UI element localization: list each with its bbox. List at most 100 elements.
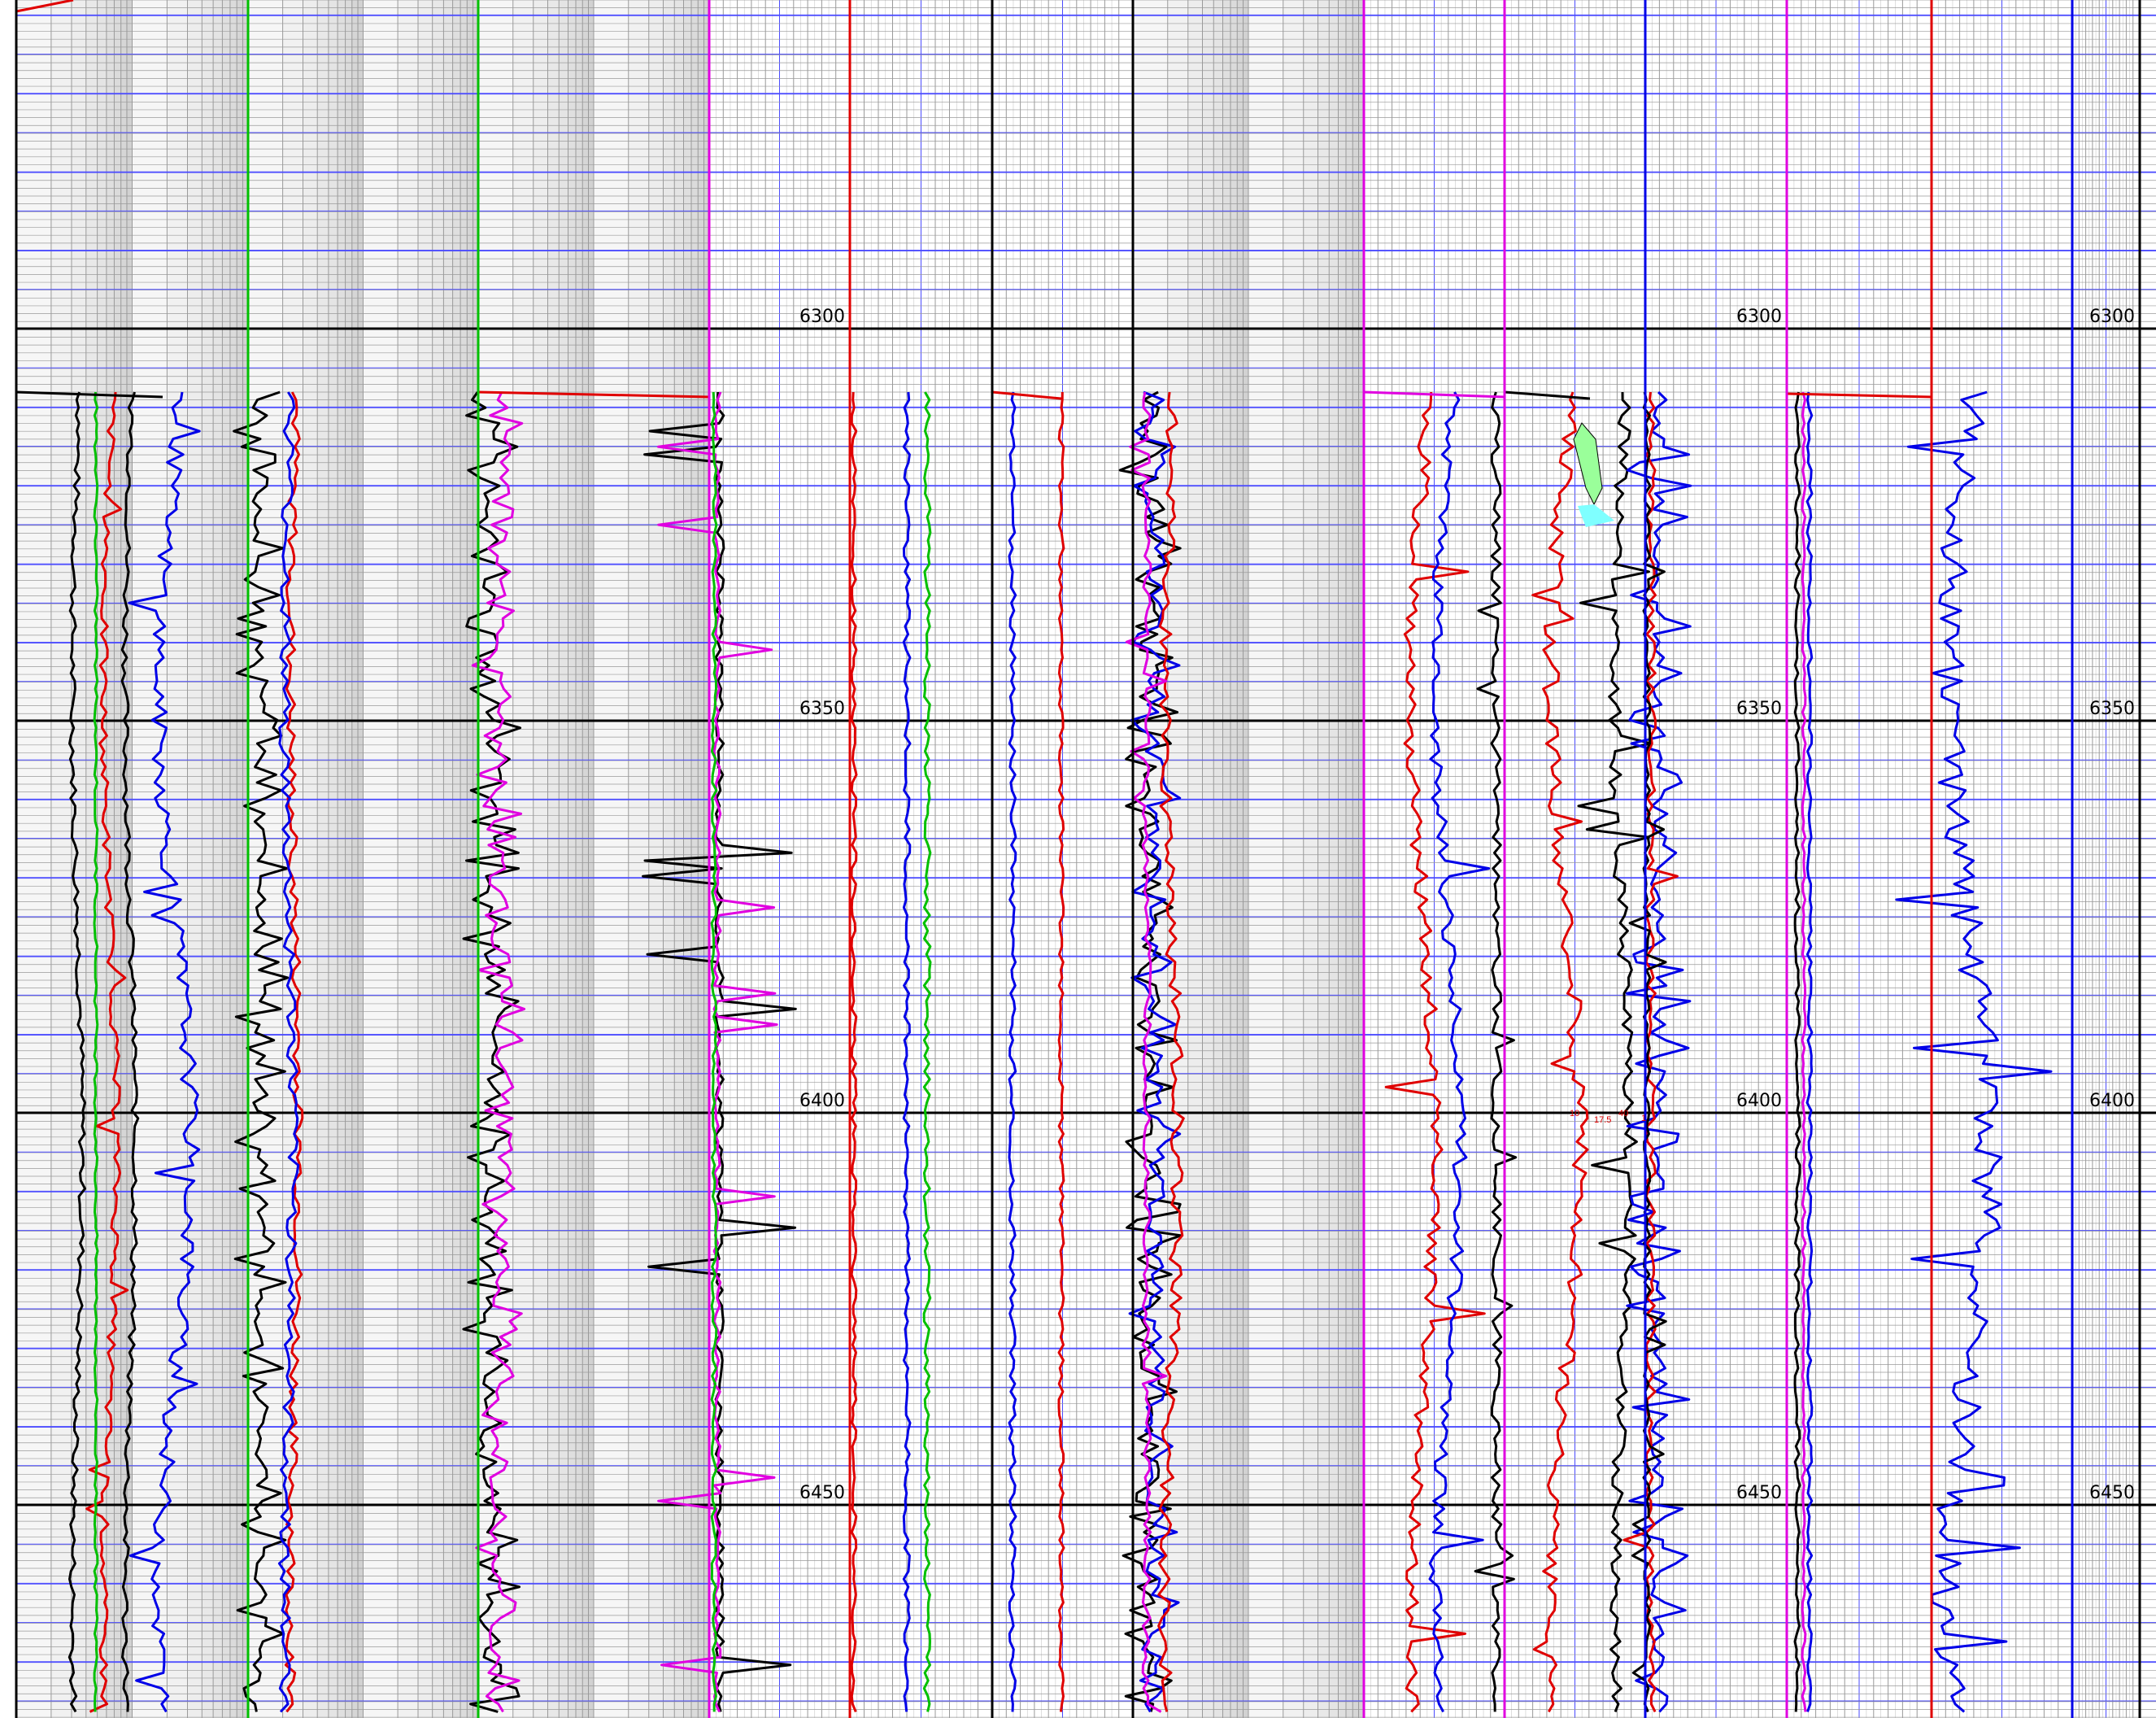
minor-grid [15, 0, 2156, 1718]
t1-red-header [15, 0, 74, 13]
fill-cyan [1578, 504, 1614, 527]
log-curve-t11-magenta [1801, 391, 1807, 1712]
t1-top-connector [15, 390, 163, 399]
curve-fills [1573, 422, 1614, 527]
log-curve-t11-blue [1805, 391, 1814, 1712]
log-curve-t1-black-b [120, 391, 140, 1712]
log-band [582, 0, 589, 1718]
log-band [559, 0, 568, 1718]
log-curve-t1-red [85, 391, 129, 1713]
log-band [1346, 0, 1353, 1718]
depth-label: 6400 [799, 1091, 845, 1111]
t9-black-top [1504, 390, 1591, 400]
log-band [50, 0, 72, 1718]
log-band [1167, 0, 1188, 1718]
log-curve-t8-blue [1428, 391, 1491, 1713]
depth-label: 6400 [2089, 1091, 2135, 1111]
log-band [1318, 0, 1330, 1718]
log-band [432, 0, 444, 1718]
log-curve-t7-black [1118, 390, 1183, 1712]
log-curve-t2-blue [277, 391, 300, 1713]
log-curve-t3-magenta [471, 391, 526, 1713]
log-band [1213, 0, 1223, 1718]
t11-red-top [1786, 392, 1932, 399]
log-band [351, 0, 359, 1718]
log-band [1187, 0, 1203, 1718]
depth-label: 6400 [1736, 1091, 1782, 1111]
log-curve-t3-black [462, 391, 522, 1713]
log-band [213, 0, 223, 1718]
log-band [1248, 0, 1283, 1718]
log-band [460, 0, 468, 1718]
log-curve-t4-green [710, 391, 718, 1712]
log-band [1237, 0, 1244, 1718]
cutoff-annotations: 10 17.5 40 1 [1570, 1109, 1646, 1125]
t8-magenta-top [1363, 390, 1505, 399]
log-band [222, 0, 230, 1718]
fill-green [1573, 422, 1603, 506]
cutoff-label: 40 [1618, 1109, 1628, 1118]
log-band [547, 0, 560, 1718]
log-band [443, 0, 453, 1718]
track-borders [15, 0, 2141, 1718]
t6-red-top [991, 390, 1062, 400]
log-curve-t4-magenta [656, 391, 778, 1713]
log-curve-t9-black [1577, 391, 1653, 1712]
depth-label: 6350 [1736, 699, 1782, 719]
log-band [345, 0, 352, 1718]
log-curve-t6-red [1057, 391, 1065, 1712]
log-curve-t5-green [922, 391, 932, 1712]
depth-label: 6450 [1736, 1483, 1782, 1503]
log-curve-t9-red [1531, 391, 1589, 1713]
log-band [237, 0, 243, 1718]
log-band [1230, 0, 1238, 1718]
depth-label: 6350 [2089, 699, 2135, 719]
log-curve-t7-red [1157, 391, 1185, 1712]
log-band [85, 0, 98, 1718]
log-band [1358, 0, 1364, 1718]
log-curve-t10-blue [1625, 390, 1692, 1713]
log-curve-t8-black [1474, 391, 1518, 1712]
depth-label: 6450 [2089, 1483, 2135, 1503]
log-band [1329, 0, 1339, 1718]
shading-bands [16, 0, 1364, 1718]
log-band [1243, 0, 1248, 1718]
log-curve-t2-red [284, 391, 304, 1713]
log-band [594, 0, 629, 1718]
log-band [358, 0, 364, 1718]
log-band [120, 0, 127, 1718]
log-curve-t8-red [1384, 391, 1486, 1713]
log-band [202, 0, 214, 1718]
cutoff-label: 17.5 [1594, 1115, 1611, 1125]
depth-label: 6450 [799, 1483, 845, 1503]
depth-label: 6300 [799, 307, 845, 327]
log-curve-t7-magenta [1125, 391, 1168, 1713]
depth-label: 6300 [2089, 307, 2135, 327]
log-curve-t1-blue [128, 391, 201, 1713]
log-band [588, 0, 594, 1718]
log-band [576, 0, 583, 1718]
log-band [628, 0, 649, 1718]
log-band [698, 0, 704, 1718]
major-grid [16, 14, 2156, 1702]
log-band [533, 0, 548, 1718]
log-curve-t5-blue [902, 391, 912, 1712]
log-band [97, 0, 107, 1718]
log-band [418, 0, 433, 1718]
log-band [512, 0, 534, 1718]
log-curve-t6-blue [1008, 391, 1017, 1712]
log-curve-t5-red [850, 391, 858, 1712]
log-band [338, 0, 346, 1718]
depth-labels: 6300 6300 6300 6350 6350 6350 6400 6400 6400 6450… [799, 307, 2135, 1503]
log-band [71, 0, 86, 1718]
log-band [1338, 0, 1347, 1718]
log-band [1202, 0, 1214, 1718]
log-band [229, 0, 237, 1718]
log-band [303, 0, 318, 1718]
depth-label: 6350 [799, 699, 845, 719]
log-curve-t12-blue [1895, 390, 2053, 1713]
log-band [398, 0, 419, 1718]
log-band [317, 0, 329, 1718]
log-band [1283, 0, 1304, 1718]
